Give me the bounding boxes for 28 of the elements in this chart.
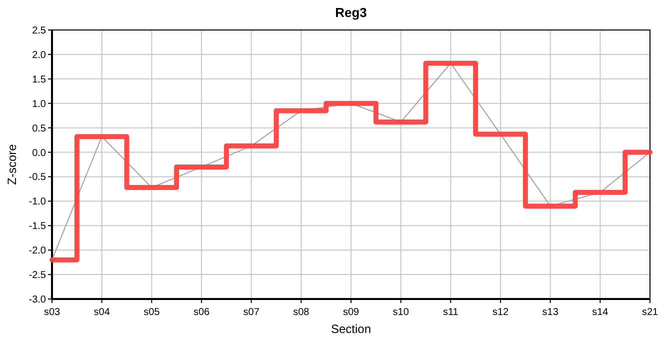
x-tick-label: s08 bbox=[293, 307, 310, 318]
x-tick-label: s12 bbox=[492, 307, 509, 318]
y-tick-label: 1.5 bbox=[32, 74, 46, 86]
x-tick-label: s04 bbox=[94, 307, 110, 318]
x-tick-label: s13 bbox=[542, 307, 559, 318]
x-tick-label: s11 bbox=[442, 307, 459, 318]
x-tick-label: s06 bbox=[193, 307, 210, 318]
y-tick-label: -0.5 bbox=[28, 172, 46, 184]
x-tick-label: s14 bbox=[592, 307, 609, 318]
y-axis-title: Z-score bbox=[5, 144, 19, 185]
y-tick-label: -1.0 bbox=[28, 196, 46, 208]
x-tick-label: s07 bbox=[243, 307, 260, 318]
y-tick-label: -2.0 bbox=[28, 246, 46, 257]
x-axis-title: Section bbox=[330, 322, 372, 336]
x-tick-label: s05 bbox=[144, 307, 160, 318]
y-tick-label: 2.0 bbox=[32, 50, 46, 61]
y-tick-label: 1.0 bbox=[32, 98, 46, 110]
y-tick-label: 0.0 bbox=[32, 148, 46, 159]
x-tick-label: s03 bbox=[44, 307, 60, 318]
x-tick-label: s21 bbox=[642, 307, 658, 318]
y-tick-label: -2.5 bbox=[28, 270, 46, 282]
chart-title: Reg3 bbox=[335, 5, 367, 20]
y-tick-label: 0.5 bbox=[32, 123, 46, 134]
y-tick-label: -1.5 bbox=[28, 221, 46, 232]
y-tick-label: 2.5 bbox=[32, 26, 46, 36]
y-tick-label: -3.0 bbox=[28, 294, 46, 306]
x-tick-label: s10 bbox=[392, 307, 410, 318]
x-tick-label: s09 bbox=[342, 307, 360, 318]
